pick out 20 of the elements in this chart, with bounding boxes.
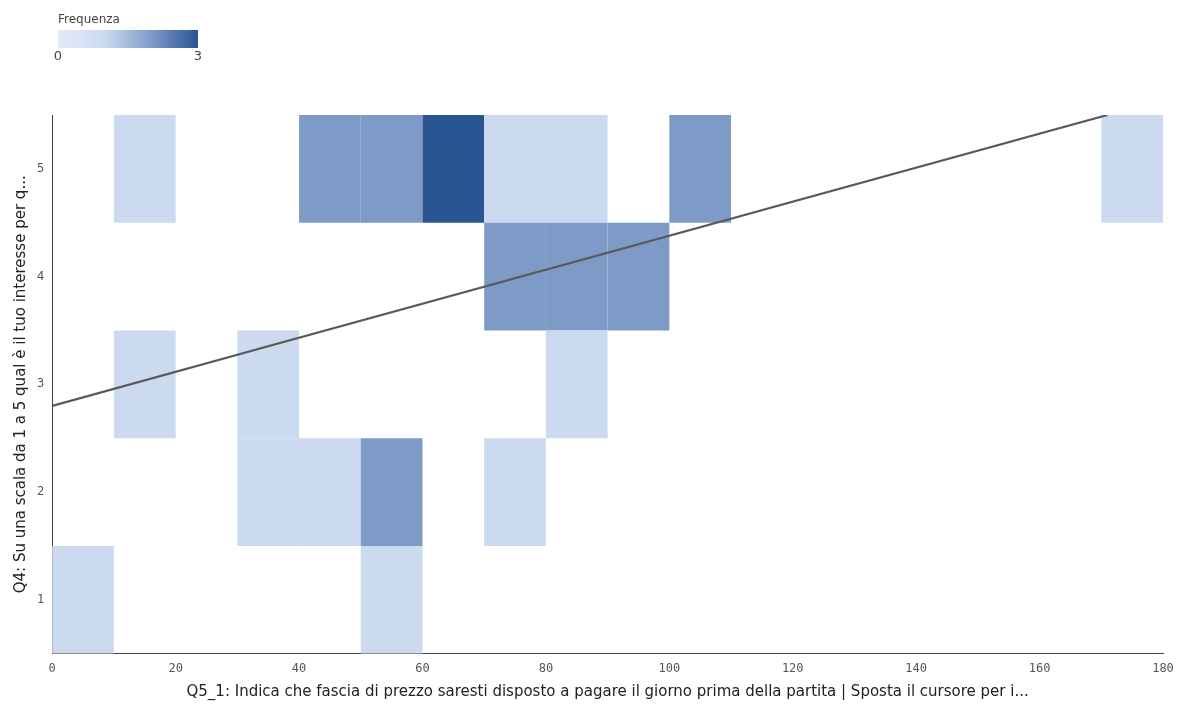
y-tick-label: 2 — [36, 484, 45, 499]
x-tick-label: 140 — [905, 660, 927, 675]
y-axis-title: Q4: Su una scala da 1 a 5 qual è il tuo interesse per q... — [10, 175, 29, 594]
x-tick-label: 180 — [1152, 660, 1174, 675]
x-axis-title: Q5_1: Indica che fascia di prezzo saresti disposto a pagare il giorno prima della partita | Sposta il cursore per i... — [186, 681, 1029, 701]
x-tick-label: 40 — [291, 660, 307, 675]
x-tick-label: 80 — [538, 660, 554, 675]
y-tick-label: 3 — [36, 376, 45, 391]
x-tick-label: 100 — [658, 660, 681, 675]
x-tick-label: 160 — [1028, 660, 1051, 675]
y-tick-label: 4 — [36, 268, 45, 283]
color-bar-label: 0 — [53, 48, 63, 63]
color-bar-label: 3 — [193, 48, 203, 63]
y-tick-label: 1 — [36, 591, 45, 606]
color-bar-title: Frequenza — [58, 12, 121, 26]
x-tick-label: 0 — [48, 660, 56, 675]
x-tick-label: 60 — [415, 660, 430, 675]
y-tick-label: 5 — [36, 160, 45, 175]
x-tick-label: 20 — [168, 660, 183, 675]
x-tick-label: 120 — [781, 660, 804, 675]
